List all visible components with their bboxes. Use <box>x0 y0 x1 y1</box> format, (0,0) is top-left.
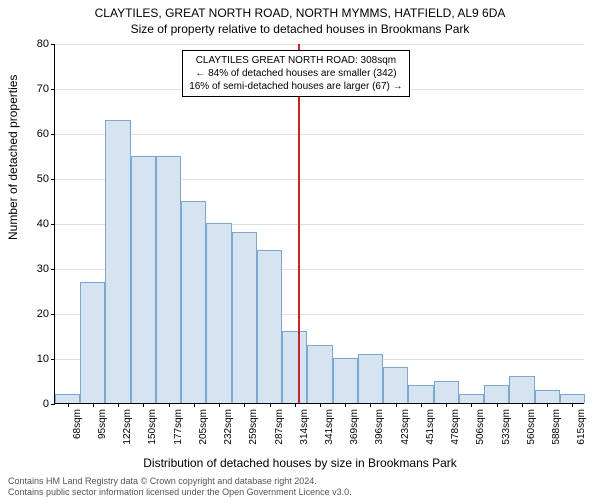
xtick-mark <box>169 403 170 407</box>
histogram-bar <box>80 282 105 404</box>
histogram-bar <box>55 394 80 403</box>
xtick-label: 177sqm <box>173 409 184 445</box>
histogram-bar <box>206 223 231 403</box>
attribution-text: Contains HM Land Registry data © Crown c… <box>8 476 592 498</box>
histogram-bar <box>509 376 534 403</box>
xtick-label: 478sqm <box>450 409 461 445</box>
xtick-mark <box>93 403 94 407</box>
xtick-label: 314sqm <box>299 409 310 445</box>
histogram-bar <box>333 358 358 403</box>
xtick-mark <box>143 403 144 407</box>
xtick-label: 205sqm <box>198 409 209 445</box>
xtick-mark <box>497 403 498 407</box>
xtick-label: 451sqm <box>425 409 436 445</box>
attribution-line1: Contains HM Land Registry data © Crown c… <box>8 476 592 487</box>
xtick-label: 68sqm <box>72 409 83 439</box>
xtick-mark <box>320 403 321 407</box>
histogram-bar <box>105 120 130 404</box>
histogram-bar <box>282 331 307 403</box>
gridline <box>55 44 584 45</box>
xtick-mark <box>471 403 472 407</box>
histogram-bar <box>383 367 408 403</box>
ytick-label: 40 <box>37 218 49 230</box>
ytick-mark <box>51 179 55 180</box>
histogram-bar <box>181 201 206 404</box>
xtick-label: 150sqm <box>147 409 158 445</box>
xtick-mark <box>219 403 220 407</box>
ytick-mark <box>51 404 55 405</box>
ytick-mark <box>51 359 55 360</box>
xtick-label: 615sqm <box>576 409 587 445</box>
ytick-label: 0 <box>43 398 49 410</box>
ytick-mark <box>51 269 55 270</box>
xtick-mark <box>345 403 346 407</box>
histogram-bar <box>307 345 332 404</box>
y-axis-label: Number of detached properties <box>6 75 20 240</box>
xtick-mark <box>194 403 195 407</box>
xtick-mark <box>118 403 119 407</box>
plot-area: 0102030405060708068sqm95sqm122sqm150sqm1… <box>54 44 584 404</box>
histogram-bar <box>257 250 282 403</box>
gridline <box>55 134 584 135</box>
histogram-bar <box>535 390 560 404</box>
xtick-mark <box>522 403 523 407</box>
xtick-mark <box>68 403 69 407</box>
reference-line <box>298 44 300 403</box>
histogram-bar <box>131 156 156 404</box>
xtick-label: 560sqm <box>526 409 537 445</box>
ytick-label: 10 <box>37 353 49 365</box>
chart-title-main: CLAYTILES, GREAT NORTH ROAD, NORTH MYMMS… <box>0 0 600 20</box>
xtick-mark <box>396 403 397 407</box>
ytick-mark <box>51 89 55 90</box>
chart-title-sub: Size of property relative to detached ho… <box>0 20 600 36</box>
xtick-label: 423sqm <box>400 409 411 445</box>
ytick-mark <box>51 134 55 135</box>
x-axis-label: Distribution of detached houses by size … <box>0 456 600 470</box>
xtick-mark <box>446 403 447 407</box>
annotation-box: CLAYTILES GREAT NORTH ROAD: 308sqm← 84% … <box>182 50 409 97</box>
xtick-mark <box>295 403 296 407</box>
xtick-label: 95sqm <box>97 409 108 439</box>
ytick-label: 50 <box>37 173 49 185</box>
xtick-label: 396sqm <box>374 409 385 445</box>
ytick-label: 30 <box>37 263 49 275</box>
xtick-label: 232sqm <box>223 409 234 445</box>
ytick-mark <box>51 314 55 315</box>
xtick-label: 259sqm <box>248 409 259 445</box>
ytick-label: 60 <box>37 128 49 140</box>
annotation-line: CLAYTILES GREAT NORTH ROAD: 308sqm <box>189 54 402 67</box>
xtick-mark <box>244 403 245 407</box>
histogram-bar <box>408 385 433 403</box>
histogram-bar <box>459 394 484 403</box>
xtick-mark <box>547 403 548 407</box>
xtick-label: 506sqm <box>475 409 486 445</box>
xtick-label: 369sqm <box>349 409 360 445</box>
ytick-mark <box>51 44 55 45</box>
chart-container: CLAYTILES, GREAT NORTH ROAD, NORTH MYMMS… <box>0 0 600 500</box>
ytick-mark <box>51 224 55 225</box>
xtick-label: 588sqm <box>551 409 562 445</box>
xtick-label: 533sqm <box>501 409 512 445</box>
annotation-line: 16% of semi-detached houses are larger (… <box>189 80 402 93</box>
annotation-line: ← 84% of detached houses are smaller (34… <box>189 67 402 80</box>
xtick-mark <box>421 403 422 407</box>
ytick-label: 20 <box>37 308 49 320</box>
histogram-bar <box>560 394 585 403</box>
histogram-bar <box>434 381 459 404</box>
ytick-label: 70 <box>37 83 49 95</box>
xtick-mark <box>370 403 371 407</box>
xtick-label: 341sqm <box>324 409 335 445</box>
xtick-label: 122sqm <box>122 409 133 445</box>
attribution-line2: Contains public sector information licen… <box>8 487 592 498</box>
histogram-bar <box>232 232 257 403</box>
xtick-mark <box>270 403 271 407</box>
ytick-label: 80 <box>37 38 49 50</box>
histogram-bar <box>484 385 509 403</box>
histogram-bar <box>156 156 181 404</box>
histogram-bar <box>358 354 383 404</box>
xtick-label: 287sqm <box>274 409 285 445</box>
xtick-mark <box>572 403 573 407</box>
